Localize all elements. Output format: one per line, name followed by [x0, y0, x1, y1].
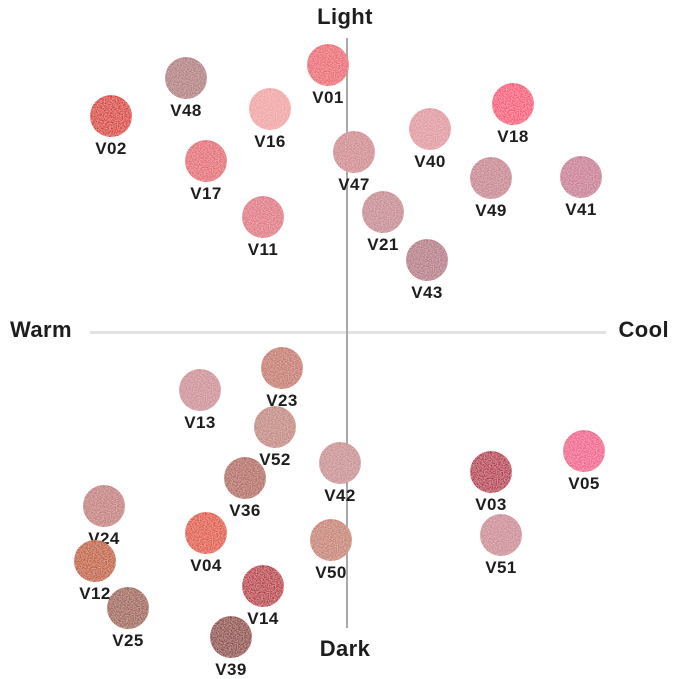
swatch-circle-v48: [165, 57, 207, 99]
swatch-v23: V23: [259, 345, 305, 410]
swatch-label-v48: V48: [170, 101, 202, 120]
swatch-circle-v36: [224, 457, 266, 499]
axis-label-light: Light: [317, 4, 373, 29]
swatch-circle-v12: [74, 540, 116, 582]
axis-label-dark: Dark: [319, 636, 371, 661]
swatch-circle-v18: [492, 83, 534, 125]
swatch-label-v17: V17: [190, 184, 222, 203]
swatch-circle-v16: [249, 88, 291, 130]
swatch-circle-v39: [210, 616, 252, 658]
swatch-label-v36: V36: [229, 501, 261, 520]
swatch-v25: V25: [105, 585, 151, 650]
swatch-label-v04: V04: [190, 556, 222, 575]
swatch-v51: V51: [478, 512, 524, 577]
swatch-label-v14: V14: [247, 609, 279, 628]
swatch-label-v42: V42: [324, 486, 356, 505]
swatch-v42: V42: [317, 440, 363, 505]
swatch-label-v23: V23: [266, 391, 298, 410]
swatch-label-v11: V11: [247, 240, 279, 259]
swatch-v01: V01: [305, 42, 351, 107]
swatch-circle-v04: [185, 512, 227, 554]
swatch-circle-v17: [185, 140, 227, 182]
swatch-v41: V41: [558, 154, 604, 219]
swatch-label-v13: V13: [184, 413, 216, 432]
swatch-label-v21: V21: [367, 235, 399, 254]
swatch-label-v16: V16: [254, 132, 286, 151]
swatch-v17: V17: [183, 138, 229, 203]
swatch-circle-v05: [563, 430, 605, 472]
swatch-circle-v51: [480, 514, 522, 556]
swatch-label-v41: V41: [565, 200, 597, 219]
swatch-circle-v21: [362, 191, 404, 233]
swatch-v36: V36: [222, 455, 268, 520]
swatch-v02: V02: [88, 93, 134, 158]
swatch-circle-v23: [261, 347, 303, 389]
swatch-label-v01: V01: [312, 88, 344, 107]
horizontal-axis-line: [90, 331, 606, 334]
swatch-label-v05: V05: [568, 474, 600, 493]
swatch-circle-v40: [409, 108, 451, 150]
swatch-circle-v24: [83, 485, 125, 527]
swatch-label-v25: V25: [112, 631, 144, 650]
swatch-circle-v01: [307, 44, 349, 86]
swatch-label-v39: V39: [215, 660, 247, 679]
swatch-circle-v25: [107, 587, 149, 629]
swatch-label-v02: V02: [95, 139, 127, 158]
swatch-label-v51: V51: [485, 558, 517, 577]
swatch-label-v47: V47: [338, 175, 370, 194]
swatch-v52: V52: [252, 404, 298, 469]
swatch-circle-v43: [406, 239, 448, 281]
swatch-circle-v14: [242, 565, 284, 607]
swatch-circle-v41: [560, 156, 602, 198]
swatch-v13: V13: [177, 367, 223, 432]
swatch-v50: V50: [308, 517, 354, 582]
axis-label-warm: Warm: [10, 317, 72, 342]
vertical-axis-line: [346, 38, 348, 628]
swatch-circle-v13: [179, 369, 221, 411]
swatch-label-v50: V50: [315, 563, 347, 582]
swatch-circle-v02: [90, 95, 132, 137]
swatch-label-v49: V49: [475, 201, 507, 220]
swatch-circle-v50: [310, 519, 352, 561]
swatch-v48: V48: [163, 55, 209, 120]
swatch-circle-v52: [254, 406, 296, 448]
swatch-label-v12: V12: [79, 584, 111, 603]
swatch-v39: V39: [208, 614, 254, 679]
swatch-v49: V49: [468, 155, 514, 220]
swatch-circle-v03: [470, 451, 512, 493]
swatch-v16: V16: [247, 86, 293, 151]
swatch-label-v43: V43: [411, 283, 443, 302]
swatch-v18: V18: [490, 81, 536, 146]
swatch-circle-v42: [319, 442, 361, 484]
swatch-v03: V03: [468, 449, 514, 514]
swatch-label-v03: V03: [475, 495, 507, 514]
swatch-v40: V40: [407, 106, 453, 171]
axis-label-cool: Cool: [618, 317, 669, 342]
swatch-v47: V47: [331, 129, 377, 194]
swatch-label-v18: V18: [497, 127, 529, 146]
swatch-v11: V11: [240, 194, 286, 259]
swatch-v05: V05: [561, 428, 607, 493]
swatch-label-v52: V52: [259, 450, 291, 469]
swatch-v12: V12: [72, 538, 118, 603]
swatch-label-v40: V40: [414, 152, 446, 171]
swatch-circle-v47: [333, 131, 375, 173]
swatch-circle-v49: [470, 157, 512, 199]
swatch-circle-v11: [242, 196, 284, 238]
swatch-v04: V04: [183, 510, 229, 575]
swatch-v14: V14: [240, 563, 286, 628]
swatch-v43: V43: [404, 237, 450, 302]
swatch-v21: V21: [360, 189, 406, 254]
